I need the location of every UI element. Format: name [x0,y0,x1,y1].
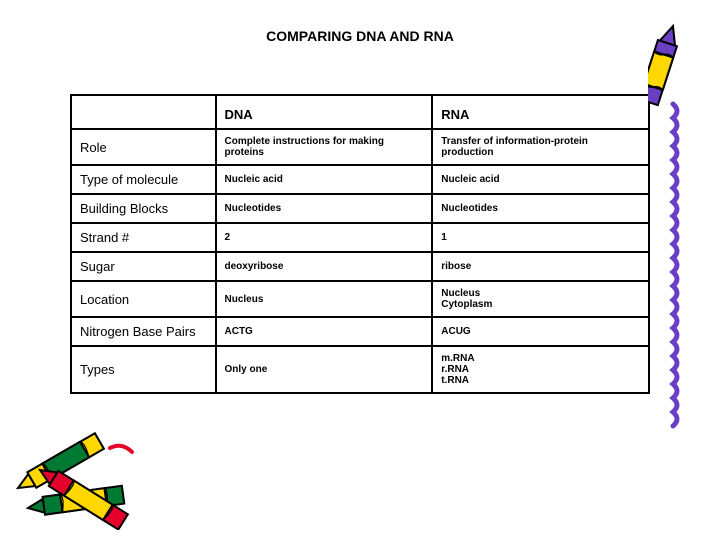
header-rna: RNA [432,95,649,129]
row-attribute: Nitrogen Base Pairs [71,317,216,346]
row-dna-value: ACTG [216,317,433,346]
row-rna-value: 1 [432,223,649,252]
row-attribute: Strand # [71,223,216,252]
row-rna-value: Transfer of information-protein producti… [432,129,649,165]
table-header-row: DNA RNA [71,95,649,129]
table-row: Strand #21 [71,223,649,252]
comparison-table-wrap: DNA RNA RoleComplete instructions for ma… [70,94,650,394]
row-dna-value: Nucleotides [216,194,433,223]
row-dna-value: Complete instructions for making protein… [216,129,433,165]
row-rna-value: m.RNAr.RNAt.RNA [432,346,649,393]
table-row: Building BlocksNucleotidesNucleotides [71,194,649,223]
row-dna-value: 2 [216,223,433,252]
row-rna-value: Nucleic acid [432,165,649,194]
row-dna-value: deoxyribose [216,252,433,281]
row-attribute: Building Blocks [71,194,216,223]
table-row: Type of moleculeNucleic acidNucleic acid [71,165,649,194]
page-title: COMPARING DNA AND RNA [0,0,720,44]
table-row: RoleComplete instructions for making pro… [71,129,649,165]
row-dna-value: Nucleus [216,281,433,317]
row-dna-value: Only one [216,346,433,393]
crayon-decoration-right [648,14,698,434]
row-attribute: Sugar [71,252,216,281]
row-rna-value: ribose [432,252,649,281]
crayon-decoration-bottom-left [10,430,150,530]
table-row: TypesOnly onem.RNAr.RNAt.RNA [71,346,649,393]
header-blank [71,95,216,129]
table-row: LocationNucleusNucleusCytoplasm [71,281,649,317]
row-rna-value: NucleusCytoplasm [432,281,649,317]
row-attribute: Types [71,346,216,393]
header-dna: DNA [216,95,433,129]
table-row: Nitrogen Base PairsACTGACUG [71,317,649,346]
comparison-table: DNA RNA RoleComplete instructions for ma… [70,94,650,394]
row-rna-value: Nucleotides [432,194,649,223]
row-attribute: Location [71,281,216,317]
row-attribute: Type of molecule [71,165,216,194]
table-row: Sugardeoxyriboseribose [71,252,649,281]
row-attribute: Role [71,129,216,165]
row-rna-value: ACUG [432,317,649,346]
row-dna-value: Nucleic acid [216,165,433,194]
